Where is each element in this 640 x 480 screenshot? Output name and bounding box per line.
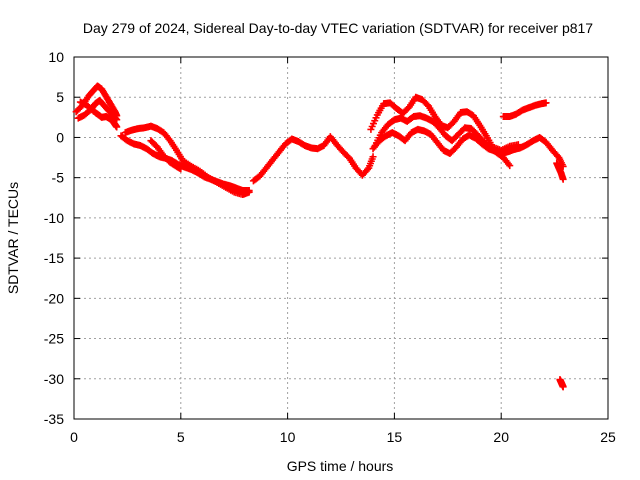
series-track-midday [249,133,377,185]
data-point [177,165,185,173]
y-tick-label: -10 [44,210,64,226]
series-track-late [553,159,567,183]
x-tick-label: 0 [70,429,78,445]
x-tick-label: 10 [280,429,296,445]
y-tick-label: 10 [48,49,64,65]
x-tick-label: 25 [600,429,616,445]
series-outlier [556,376,567,391]
chart-title: Day 279 of 2024, Sidereal Day-to-day VTE… [83,20,593,36]
x-axis-label: GPS time / hours [287,458,394,474]
y-tick-label: -5 [52,170,65,186]
series-track-early-c [76,98,121,131]
y-tick-label: 5 [56,89,64,105]
y-tick-label: -30 [44,371,64,387]
series-track-evening [499,99,550,121]
y-tick-label: -20 [44,290,64,306]
y-tick-label: -15 [44,250,64,266]
y-tick-label: -35 [44,411,64,427]
series-track-afternoon-c [369,125,567,170]
data-point [369,153,377,161]
series-track-morning-b [121,122,253,199]
x-tick-label: 5 [177,429,185,445]
data-point [542,99,550,107]
data-point [363,165,371,173]
data-point [559,383,567,391]
data-point [245,188,253,196]
axis-ticks: 0 5 10 15 20 25 -35 -30 -25 -20 -15 -10 -5 0 5 10 [44,49,616,445]
x-tick-label: 15 [387,429,403,445]
data-points [72,82,567,391]
data-point [506,162,514,170]
data-point [113,123,121,131]
series-track-morning-c [147,137,185,173]
y-axis-label: SDTVAR / TECUs [5,182,21,294]
y-tick-label: -25 [44,331,64,347]
data-point [559,175,567,183]
y-tick-label: 0 [56,129,64,145]
plot-frame [73,56,609,420]
x-tick-label: 20 [493,429,509,445]
